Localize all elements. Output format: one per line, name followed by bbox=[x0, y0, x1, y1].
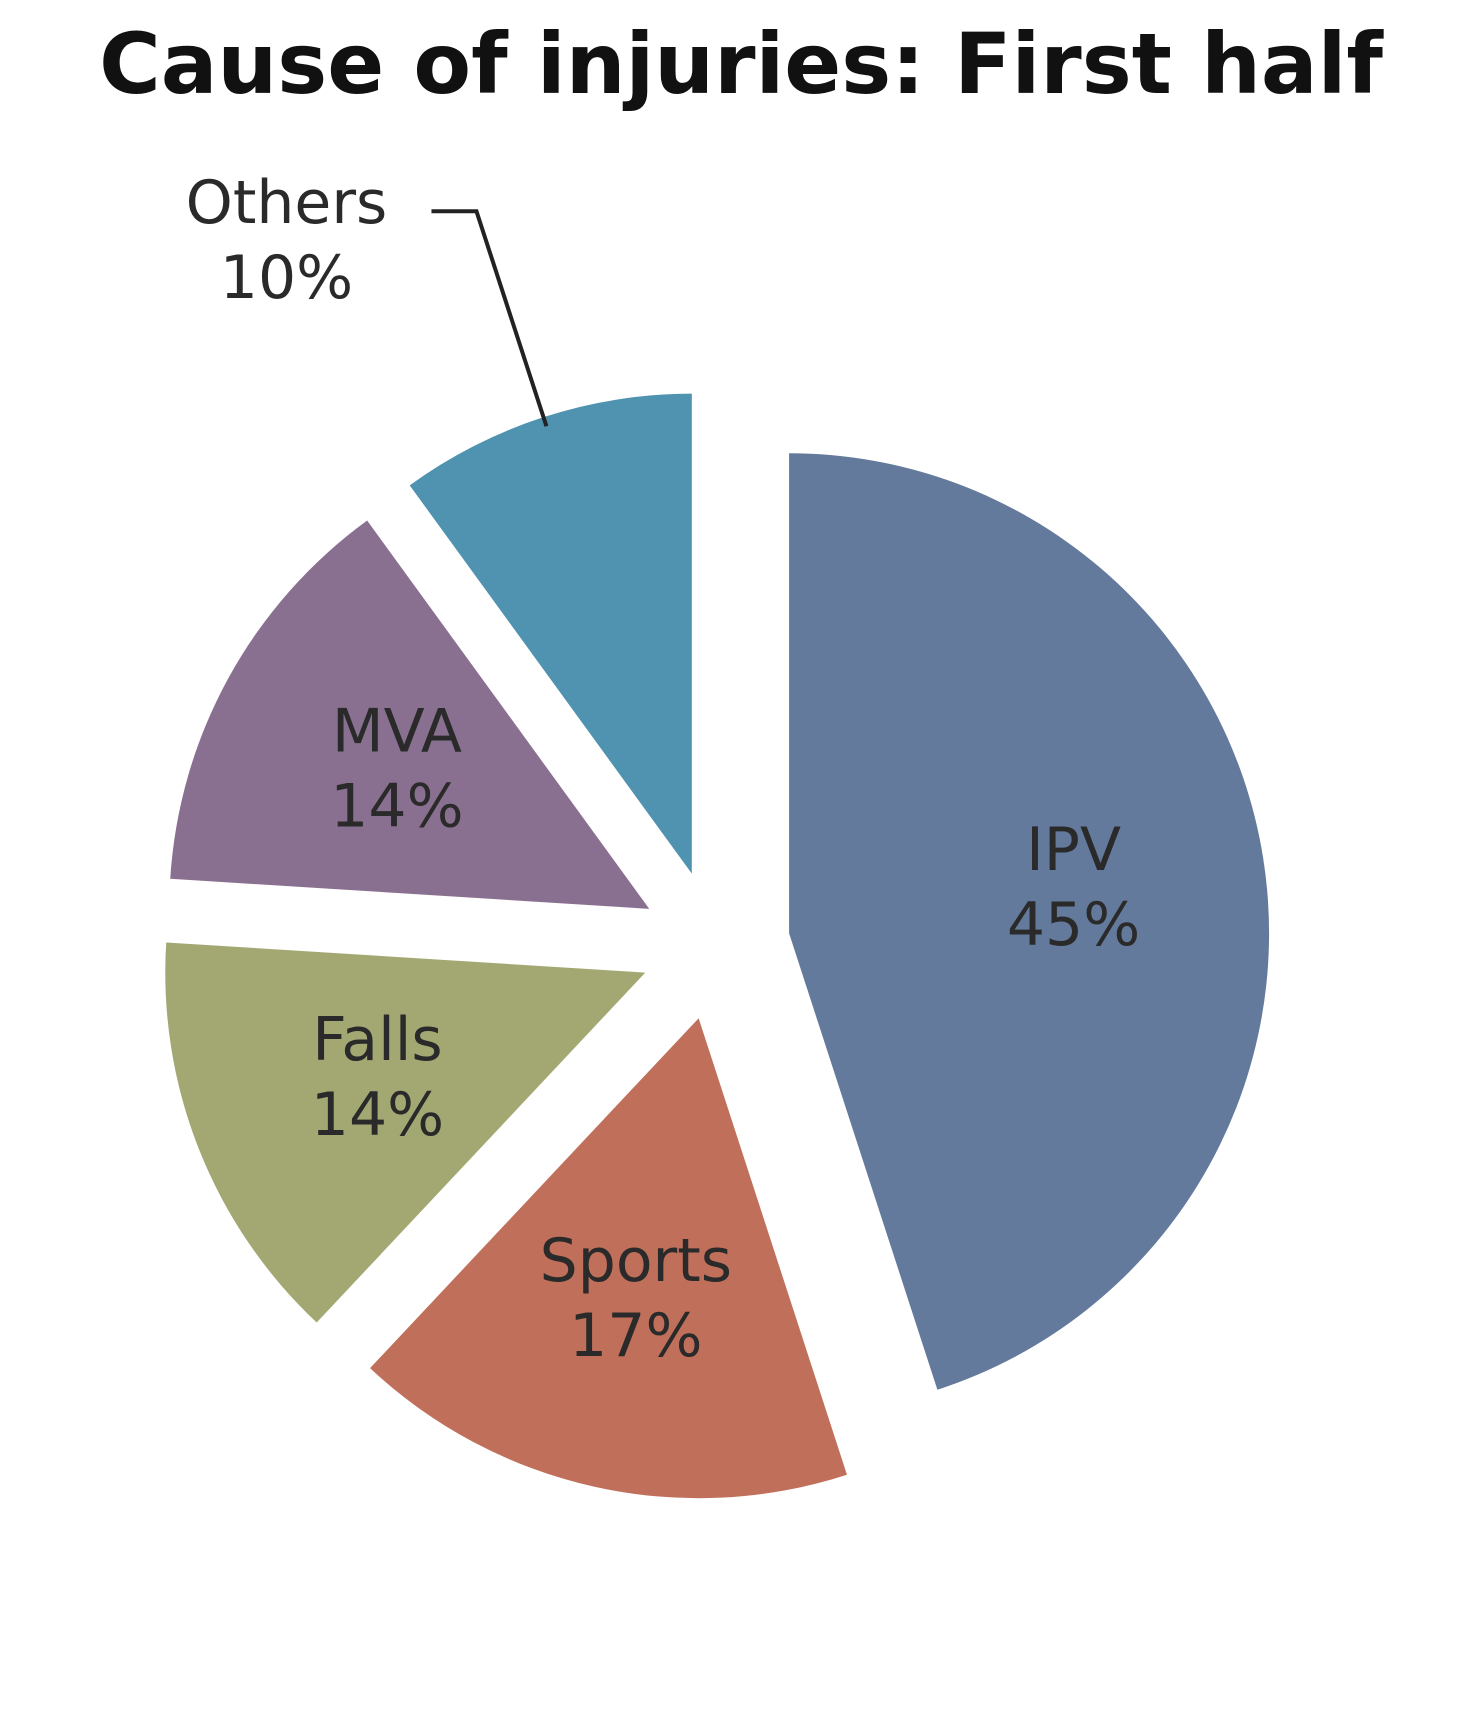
slice-category: MVA bbox=[332, 697, 462, 767]
slice-category: IPV bbox=[1026, 815, 1121, 885]
slice-category: Sports bbox=[540, 1226, 732, 1296]
pie-slice bbox=[170, 520, 650, 909]
pie-slice bbox=[165, 942, 646, 1323]
slice-category: Others bbox=[186, 168, 388, 238]
pie-slice bbox=[789, 453, 1270, 1390]
slice-value-label: 10% bbox=[220, 243, 353, 313]
slice-category: Falls bbox=[312, 1005, 442, 1075]
pie-slice bbox=[409, 393, 692, 874]
pie-slice bbox=[370, 1018, 847, 1499]
slice-value-label: 45% bbox=[1007, 890, 1140, 960]
slice-value-label: 14% bbox=[311, 1080, 444, 1150]
slice-value-label: 14% bbox=[330, 772, 463, 842]
chart-title: Cause of injuries: First half bbox=[99, 15, 1384, 113]
leader-line bbox=[431, 209, 549, 427]
slice-value-label: 17% bbox=[569, 1301, 702, 1371]
